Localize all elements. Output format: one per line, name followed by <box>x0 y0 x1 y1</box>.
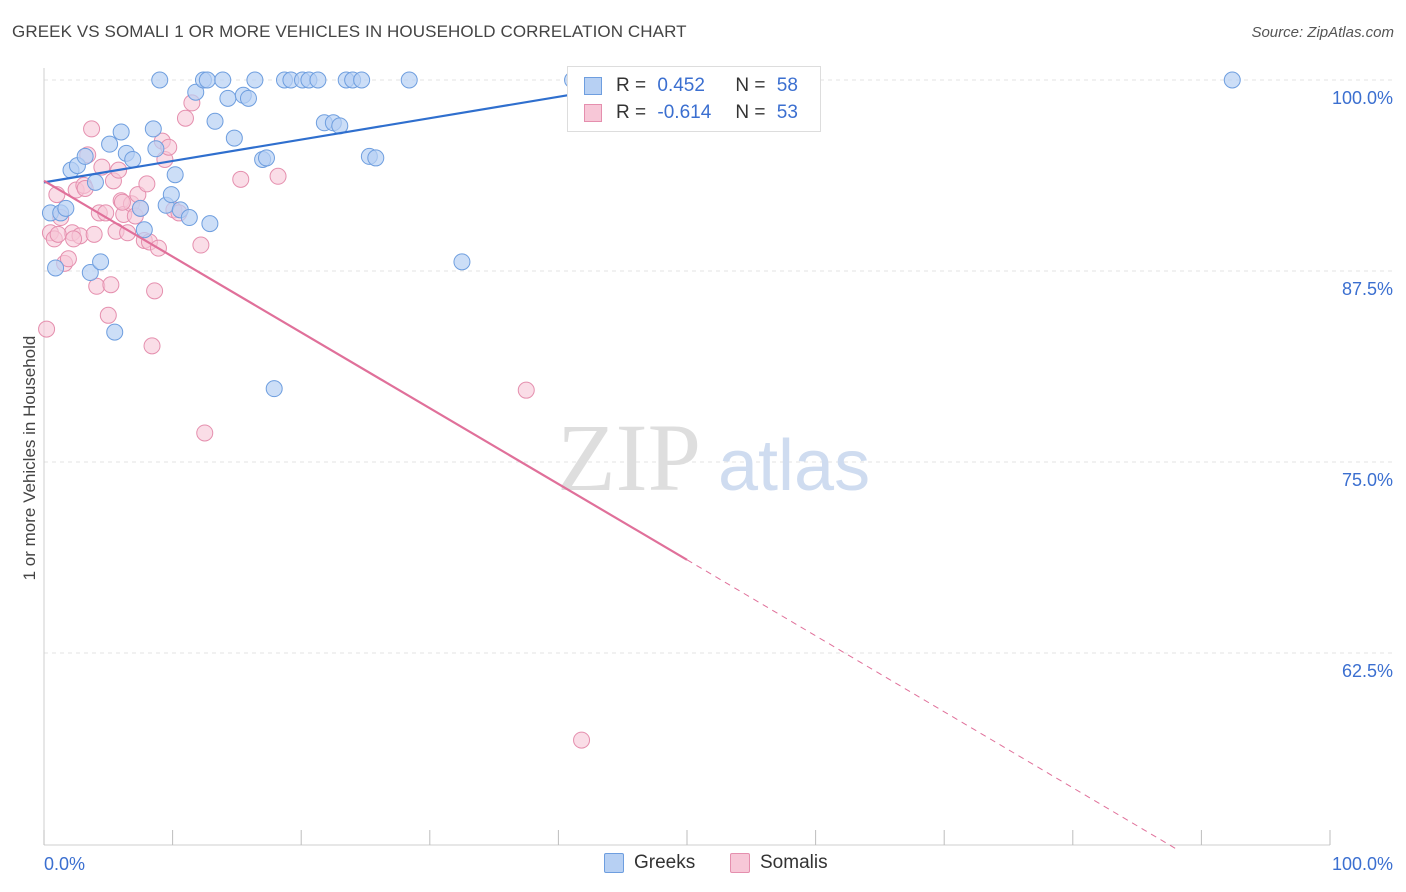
somalis-trend-line <box>43 179 688 561</box>
greeks-r-value: 0.452 <box>657 75 705 96</box>
legend-r-label: R = <box>616 75 647 96</box>
watermark-atlas: atlas <box>718 426 870 506</box>
somalis-point <box>59 250 77 268</box>
somalis-legend-label: Somalis <box>760 852 828 873</box>
y-tick-label: 75.0% <box>1342 470 1393 490</box>
greeks-n-value: 58 <box>776 75 798 96</box>
greeks-point <box>112 123 130 141</box>
legend-row-somalis: R = -0.614 N = 53 <box>584 102 798 126</box>
legend-row-greeks: R = 0.452 N = 58 <box>584 75 798 99</box>
somalis-point <box>138 175 156 193</box>
y-tick-label: 87.5% <box>1342 279 1393 299</box>
greeks-point <box>180 209 198 227</box>
legend-n-label: N = <box>735 102 766 123</box>
greeks-point <box>453 253 471 271</box>
greeks-point <box>219 89 237 107</box>
axes <box>43 68 1331 846</box>
x-tick-label-max: 100.0% <box>1332 854 1393 874</box>
greeks-point <box>147 140 165 158</box>
legend-item-somalis[interactable]: Somalis <box>730 852 828 874</box>
watermark-zip: ZIP <box>557 404 701 511</box>
somalis-n-value: 53 <box>776 102 798 123</box>
greeks-point <box>135 221 153 239</box>
greeks-point <box>1223 71 1241 89</box>
somalis-point <box>85 225 103 243</box>
greeks-point <box>131 199 149 217</box>
greeks-point <box>144 120 162 138</box>
greeks-point <box>81 264 99 282</box>
greeks-point <box>206 112 224 130</box>
greeks-point <box>106 323 124 341</box>
greeks-point <box>86 173 104 191</box>
chart-title: GREEK VS SOMALI 1 OR MORE VEHICLES IN HO… <box>12 22 687 41</box>
greeks-point <box>225 129 243 147</box>
greeks-point <box>214 71 232 89</box>
greeks-point <box>400 71 418 89</box>
somalis-point <box>102 276 120 294</box>
greeks-point <box>47 259 65 277</box>
greeks-point <box>265 380 283 398</box>
somalis-point <box>143 337 161 355</box>
greeks-legend-swatch <box>604 852 624 873</box>
somalis-point <box>176 109 194 127</box>
greeks-swatch <box>584 76 602 95</box>
greeks-point <box>353 71 371 89</box>
somalis-point <box>192 236 210 254</box>
somalis-legend-swatch <box>730 852 750 873</box>
somalis-point <box>38 320 56 338</box>
tick-labels: 100.0% 87.5% 75.0% 62.5% 0.0% 100.0% <box>44 88 1393 874</box>
somalis-point <box>99 306 117 324</box>
watermark: ZIP atlas <box>557 404 870 511</box>
greeks-point <box>101 135 119 153</box>
greeks-legend-label: Greeks <box>634 852 696 873</box>
correlation-legend: R = 0.452 N = 58 R = -0.614 N = 53 <box>567 66 821 132</box>
greeks-point <box>257 149 275 167</box>
greeks-point <box>162 186 180 204</box>
greeks-point <box>367 149 385 167</box>
greeks-point <box>166 166 184 184</box>
greeks-points <box>41 71 1241 398</box>
somalis-point <box>49 225 67 243</box>
somalis-swatch <box>584 103 602 122</box>
greeks-point <box>187 83 205 101</box>
somalis-point <box>232 170 250 188</box>
somalis-point <box>146 282 164 300</box>
somalis-point <box>573 731 591 749</box>
somalis-point <box>113 193 131 211</box>
somalis-trend-extrapolation <box>686 559 1176 850</box>
y-tick-label: 100.0% <box>1332 88 1393 108</box>
greeks-point <box>124 150 142 168</box>
greeks-point <box>309 71 327 89</box>
greeks-point <box>239 89 257 107</box>
somalis-r-value: -0.614 <box>657 102 712 123</box>
somalis-point <box>517 381 535 399</box>
greeks-point <box>198 71 216 89</box>
somalis-point <box>196 424 214 442</box>
greeks-point <box>92 253 110 271</box>
legend-item-greeks[interactable]: Greeks <box>604 852 695 874</box>
somalis-point <box>65 230 83 248</box>
source-label: Source: ZipAtlas.com <box>1251 24 1394 41</box>
x-tick-label-min: 0.0% <box>44 854 85 874</box>
grid-lines <box>44 79 1392 654</box>
y-tick-label: 62.5% <box>1342 661 1393 681</box>
legend-r-label: R = <box>616 102 647 123</box>
greeks-point <box>201 215 219 233</box>
somalis-points <box>38 94 591 749</box>
somalis-point <box>83 120 101 138</box>
somalis-point <box>269 167 287 185</box>
greeks-point <box>57 199 75 217</box>
greeks-point <box>76 147 94 165</box>
greeks-point <box>151 71 169 89</box>
legend-n-label: N = <box>735 75 766 96</box>
greeks-point <box>246 71 264 89</box>
